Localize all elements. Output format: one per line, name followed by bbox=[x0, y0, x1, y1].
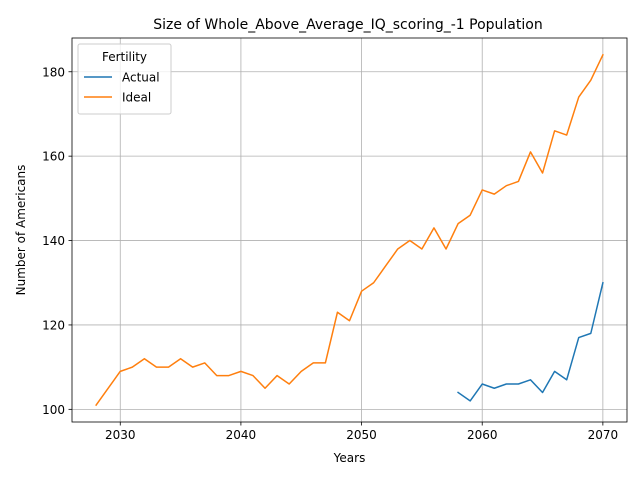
y-tick-label: 100 bbox=[42, 403, 65, 417]
series-line-ideal bbox=[95, 53, 604, 407]
x-tick-label: 2060 bbox=[467, 428, 498, 442]
legend-label-ideal: Ideal bbox=[122, 91, 151, 105]
y-tick-label: 160 bbox=[42, 150, 65, 164]
series-line-actual bbox=[457, 281, 604, 402]
x-tick-label: 2070 bbox=[588, 428, 619, 442]
x-tick-label: 2040 bbox=[226, 428, 257, 442]
legend: Fertility Actual Ideal bbox=[77, 43, 172, 115]
grid bbox=[72, 38, 627, 422]
x-tick-label: 2030 bbox=[105, 428, 136, 442]
chart-title: Size of Whole_Above_Average_IQ_scoring_-… bbox=[153, 17, 542, 33]
x-axis-label: Years bbox=[333, 451, 366, 465]
legend-label-actual: Actual bbox=[122, 71, 160, 85]
y-axis-label: Number of Americans bbox=[14, 165, 28, 296]
y-tick-label: 120 bbox=[42, 318, 65, 332]
x-tick-label: 2050 bbox=[346, 428, 377, 442]
y-tick-label: 180 bbox=[42, 65, 65, 79]
ticks: 2030 2040 2050 2060 2070 100 120 140 160 180 bbox=[42, 65, 618, 442]
series-layer bbox=[95, 53, 604, 407]
legend-title: Fertility bbox=[102, 50, 147, 64]
plot-frame bbox=[71, 37, 628, 423]
y-tick-label: 140 bbox=[42, 234, 65, 248]
